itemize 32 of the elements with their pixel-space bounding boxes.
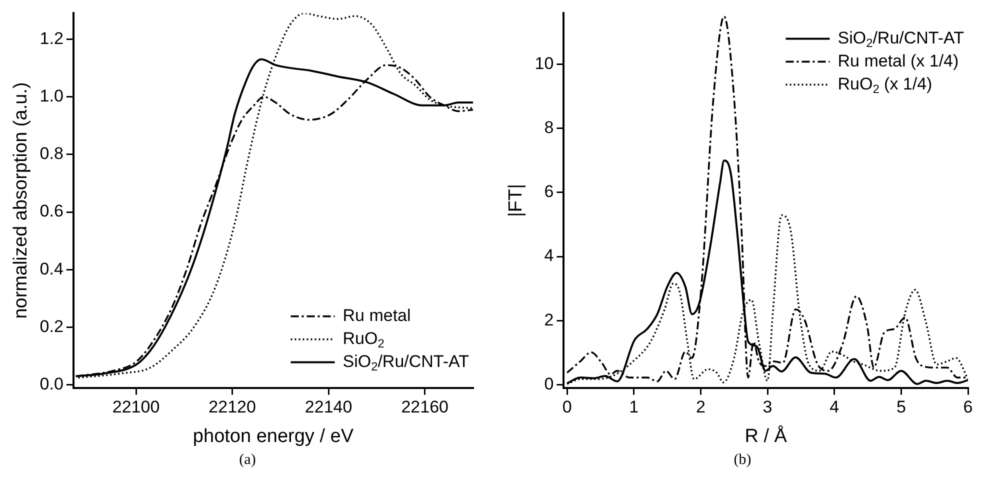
y-tick-label: 8: [544, 118, 554, 138]
y-tick-label: 0.2: [40, 316, 64, 336]
x-tick-label: 4: [830, 398, 840, 417]
y-tick-label: 4: [544, 246, 554, 266]
x-tick-label: 3: [762, 398, 772, 417]
y-axis-title: |FT|: [506, 184, 527, 218]
x-tick-label: 0: [562, 398, 572, 417]
text: (b): [732, 452, 752, 469]
y-tick-label: 10: [534, 54, 554, 74]
x-tick-label: 22120: [208, 398, 256, 417]
legend-label: Ru metal (x 1/4): [838, 51, 959, 70]
text: (a): [238, 452, 257, 469]
y-tick-label: 0.8: [40, 144, 64, 164]
x-axis-title: R / Å: [744, 424, 788, 447]
y-axis-title: normalized absorption (a.u.): [10, 82, 32, 319]
legend-label: Ru metal: [342, 306, 411, 325]
x-tick-label: 22140: [304, 398, 352, 417]
y-tick-label: 0: [544, 374, 554, 394]
x-tick-label: 6: [963, 398, 973, 417]
y-tick-label: 1.0: [40, 86, 64, 106]
x-tick-label: 1: [629, 398, 639, 417]
y-tick-label: 0.6: [40, 202, 64, 221]
y-tick-label: 2: [544, 310, 554, 330]
x-tick-label: 2: [696, 398, 706, 417]
y-tick-label: 0.0: [40, 374, 64, 394]
x-tick-label: 22100: [112, 398, 160, 417]
x-tick-label: 22160: [401, 398, 448, 417]
x-axis-title: photon energy / eV: [192, 426, 354, 447]
y-tick-label: 6: [544, 182, 554, 202]
y-tick-label: 0.4: [40, 259, 64, 278]
y-tick-label: 1.2: [40, 28, 64, 48]
x-tick-label: 5: [896, 398, 906, 417]
